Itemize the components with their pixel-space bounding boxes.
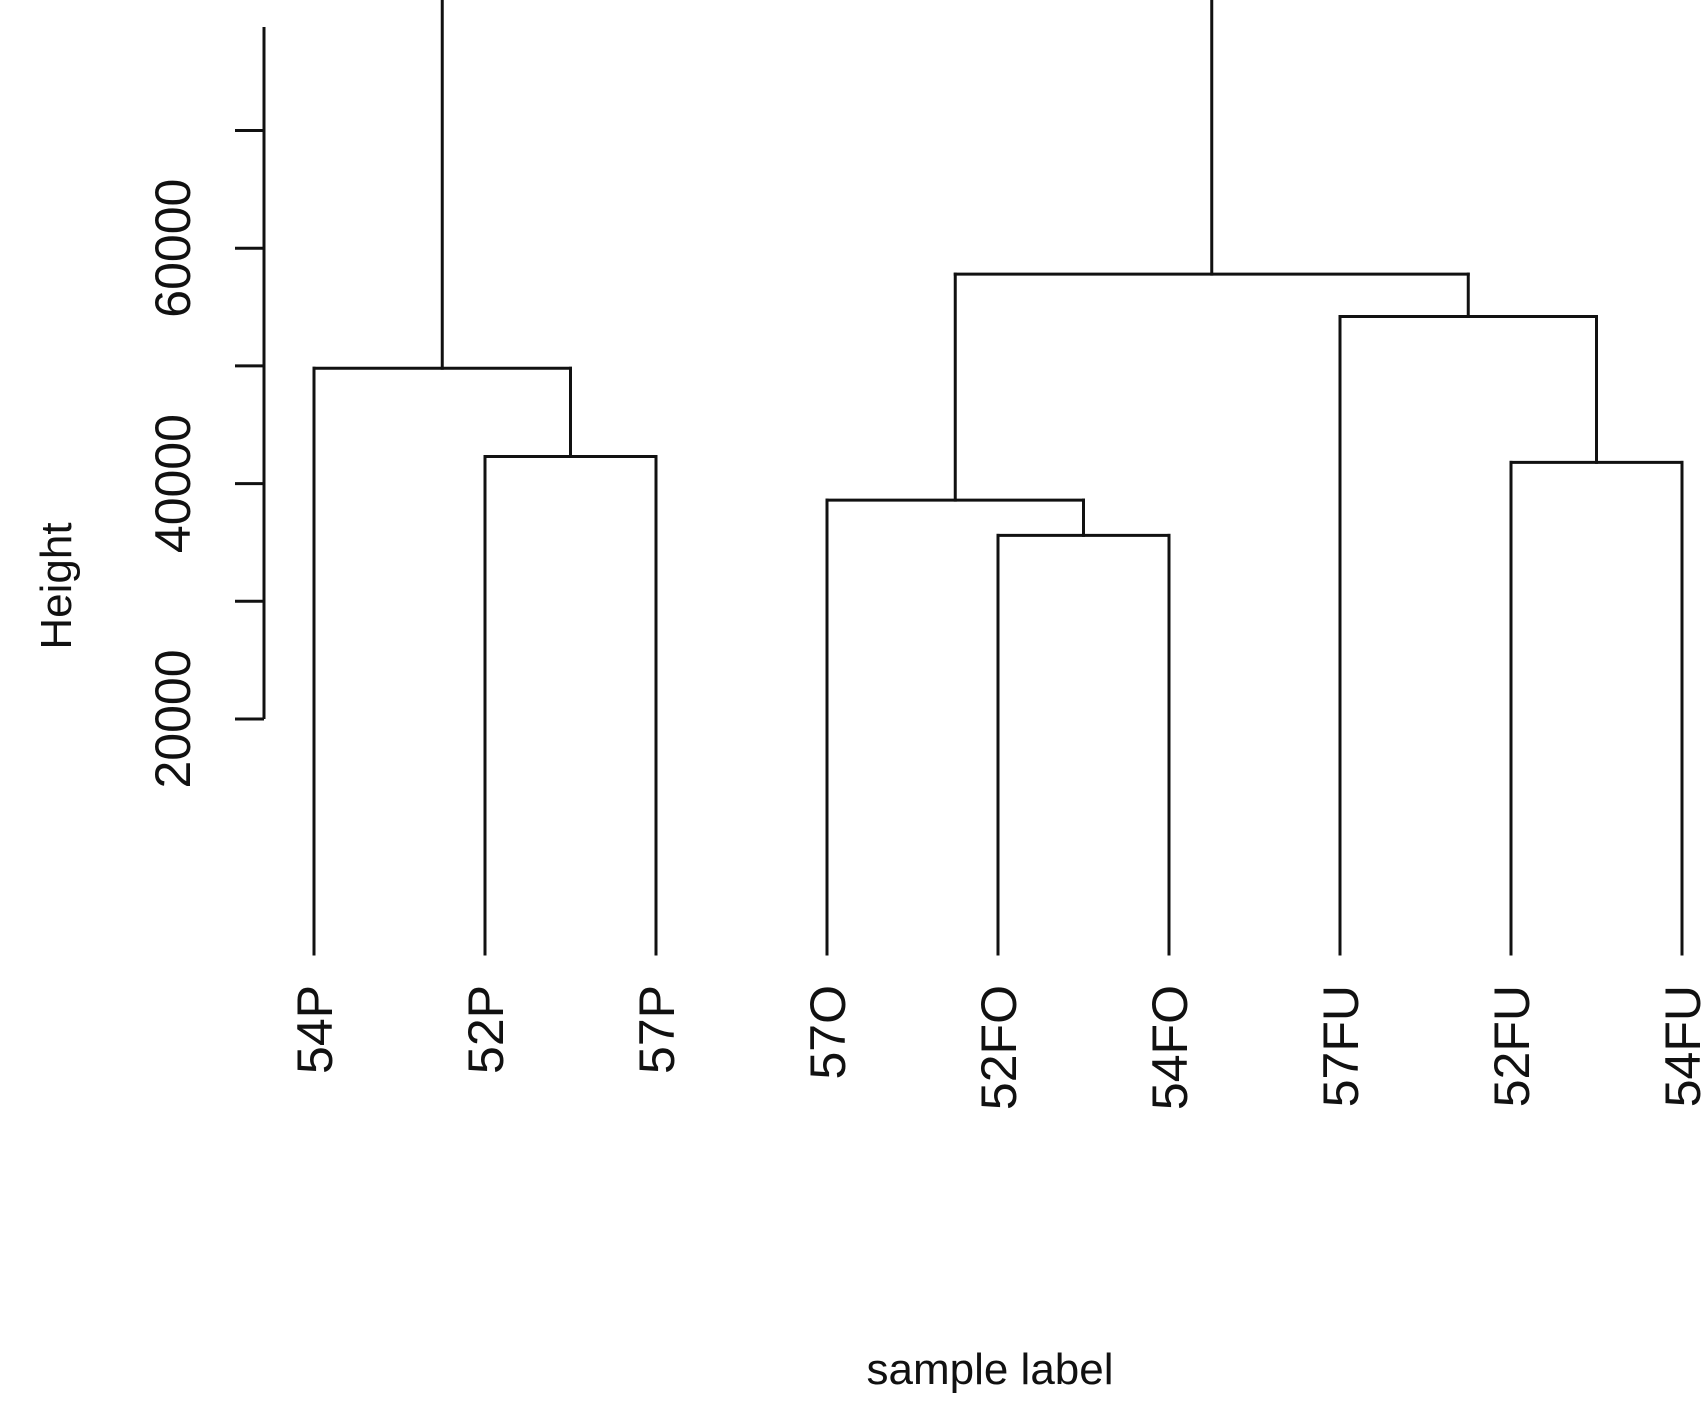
leaf-label: 52FU: [1484, 985, 1540, 1107]
leaf-label: 57FU: [1313, 985, 1369, 1107]
leaf-label: 52FO: [971, 985, 1027, 1110]
y-axis: 20000 40000 60000: [145, 27, 266, 789]
y-axis-label: Height: [32, 522, 81, 649]
leaf-label: 54P: [287, 985, 343, 1074]
y-tick-label: 60000: [145, 179, 201, 318]
dendrogram-tree: [312, 0, 1684, 956]
leaf-label: 57O: [800, 985, 856, 1080]
leaf-label: 57P: [629, 985, 685, 1074]
x-axis-label: sample label: [866, 1345, 1113, 1394]
leaf-labels: 54P 52P 57P 57O 52FO 54FO 57FU 52FU 54FU: [287, 985, 1705, 1110]
leaf-label: 52P: [458, 985, 514, 1074]
leaf-label: 54FO: [1142, 985, 1198, 1110]
y-tick-label: 40000: [145, 414, 201, 553]
y-tick-label: 20000: [145, 649, 201, 788]
leaf-label: 54FU: [1655, 985, 1705, 1107]
